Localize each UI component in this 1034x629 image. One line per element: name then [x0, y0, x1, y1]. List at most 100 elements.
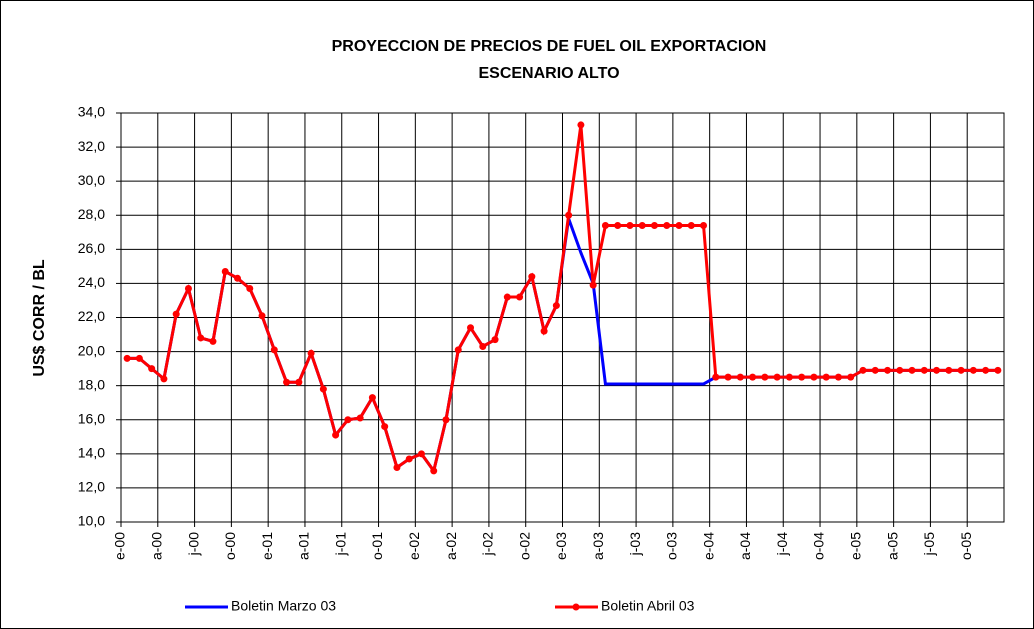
data-point	[994, 366, 1002, 374]
x-tick-label: o-00	[222, 532, 238, 560]
data-point	[491, 336, 499, 344]
x-tick-label: e-04	[700, 532, 716, 560]
data-point	[172, 310, 180, 318]
data-point	[969, 366, 977, 374]
data-point	[319, 385, 327, 393]
data-point	[785, 373, 793, 381]
data-point	[454, 346, 462, 354]
data-point	[859, 366, 867, 374]
x-tick-label: a-05	[884, 532, 900, 560]
data-point	[614, 221, 622, 229]
data-point	[601, 221, 609, 229]
data-point	[883, 366, 891, 374]
y-tick-label: 10,0	[78, 513, 105, 529]
x-tick-label: a-03	[590, 532, 606, 560]
data-point	[307, 349, 315, 357]
data-point	[896, 366, 904, 374]
data-point	[430, 467, 438, 475]
y-tick-label: 22,0	[78, 308, 105, 324]
legend-label: Boletin Abril 03	[601, 598, 695, 614]
data-point	[135, 354, 143, 362]
data-point	[552, 302, 560, 310]
data-point	[663, 221, 671, 229]
data-point	[393, 463, 401, 471]
y-tick-label: 12,0	[78, 479, 105, 495]
data-point	[160, 375, 168, 383]
x-tick-label: a-02	[443, 532, 459, 560]
data-point	[638, 221, 646, 229]
x-tick-label: e-05	[848, 532, 864, 560]
data-point	[957, 366, 965, 374]
y-tick-label: 18,0	[78, 376, 105, 392]
data-point	[589, 281, 597, 289]
x-tick-label: a-01	[296, 532, 312, 560]
data-point	[982, 366, 990, 374]
x-tick-label: j-01	[332, 532, 348, 557]
data-point	[197, 334, 205, 342]
x-tick-label: o-02	[516, 532, 532, 560]
data-point	[687, 221, 695, 229]
data-point	[283, 378, 291, 386]
data-point	[503, 293, 511, 301]
x-tick-label: j-05	[921, 532, 937, 557]
data-point	[822, 373, 830, 381]
y-tick-label: 30,0	[78, 172, 105, 188]
data-point	[650, 221, 658, 229]
data-point	[724, 373, 732, 381]
data-point	[467, 324, 475, 332]
data-point	[234, 274, 242, 282]
y-tick-label: 16,0	[78, 410, 105, 426]
data-point	[945, 366, 953, 374]
data-point	[344, 416, 352, 424]
legend-marker	[572, 603, 580, 611]
data-point	[773, 373, 781, 381]
data-point	[810, 373, 818, 381]
x-tick-label: o-03	[664, 532, 680, 560]
chart-subtitle: ESCENARIO ALTO	[478, 65, 619, 82]
x-tick-label: e-00	[112, 532, 128, 560]
chart-title: PROYECCION DE PRECIOS DE FUEL OIL EXPORT…	[332, 38, 767, 55]
data-point	[565, 211, 573, 219]
data-point	[442, 416, 450, 424]
data-point	[148, 365, 156, 373]
y-tick-label: 20,0	[78, 342, 105, 358]
data-point	[356, 414, 364, 422]
x-tick-label: j-04	[774, 532, 790, 557]
data-point	[675, 221, 683, 229]
x-tick-label: o-01	[369, 532, 385, 560]
y-tick-label: 14,0	[78, 445, 105, 461]
data-point	[834, 373, 842, 381]
x-tick-label: j-02	[480, 532, 496, 557]
data-point	[368, 394, 376, 402]
x-tick-label: a-04	[737, 532, 753, 560]
data-point	[123, 354, 131, 362]
x-tick-label: e-02	[406, 532, 422, 560]
data-point	[332, 431, 340, 439]
legend-label: Boletin Marzo 03	[231, 598, 336, 614]
data-point	[577, 121, 585, 129]
data-point	[381, 423, 389, 431]
data-point	[749, 373, 757, 381]
data-point	[417, 450, 425, 458]
data-point	[405, 455, 413, 463]
x-tick-label: o-05	[958, 532, 974, 560]
x-tick-label: e-01	[259, 532, 275, 560]
y-tick-label: 34,0	[78, 104, 105, 120]
data-point	[258, 312, 266, 320]
data-point	[209, 337, 217, 345]
y-tick-label: 24,0	[78, 274, 105, 290]
x-tick-label: e-03	[553, 532, 569, 560]
data-point	[798, 373, 806, 381]
data-point	[540, 327, 548, 335]
x-tick-label: o-04	[811, 532, 827, 560]
data-point	[221, 267, 229, 275]
y-tick-label: 28,0	[78, 206, 105, 222]
data-point	[270, 346, 278, 354]
data-point	[184, 285, 192, 293]
data-point	[295, 378, 303, 386]
data-point	[933, 366, 941, 374]
data-point	[479, 342, 487, 350]
data-point	[871, 366, 879, 374]
data-point	[626, 221, 634, 229]
